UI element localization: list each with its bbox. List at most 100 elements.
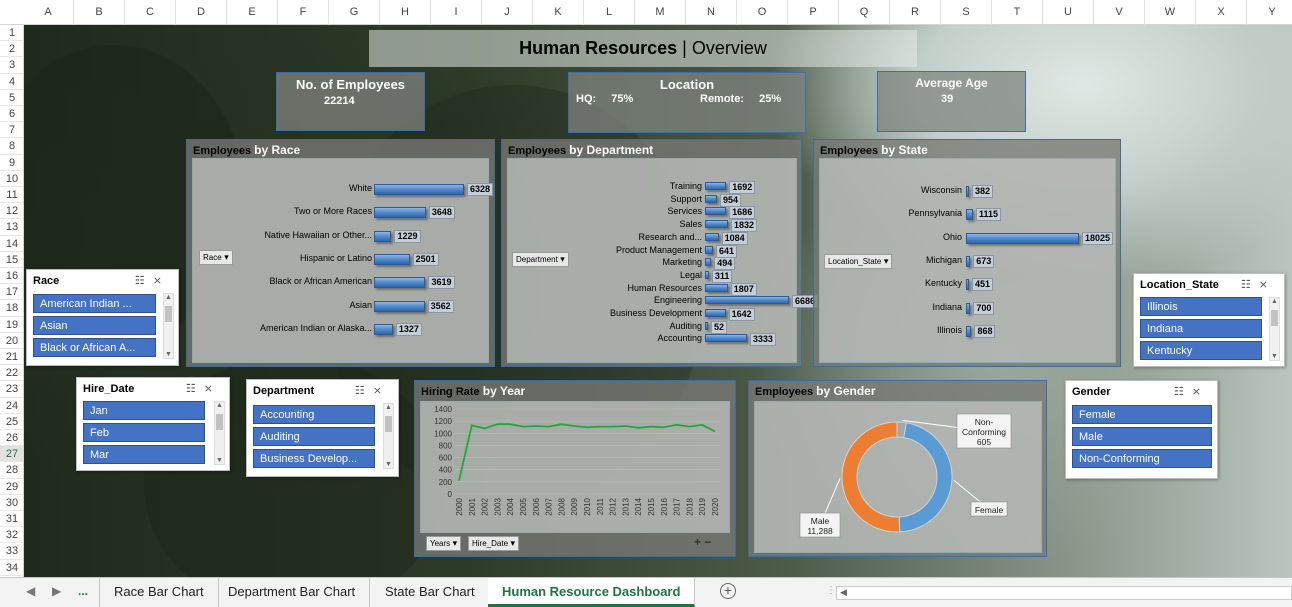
bar[interactable] xyxy=(374,230,392,242)
column-header[interactable]: X xyxy=(1196,0,1247,25)
row-header[interactable]: 13 xyxy=(0,219,23,236)
row-header[interactable]: 34 xyxy=(0,560,23,576)
bar[interactable] xyxy=(705,334,747,343)
kpi-location-card[interactable]: Location HQ: 75% Remote: 25% xyxy=(568,72,806,133)
column-header[interactable]: J xyxy=(482,0,533,25)
column-header[interactable]: N xyxy=(686,0,737,25)
row-header[interactable]: 21 xyxy=(0,349,23,366)
column-header[interactable]: W xyxy=(1145,0,1196,25)
race-slicer-item[interactable]: American Indian ... xyxy=(33,294,156,313)
slicer-multiselect-clear-icons[interactable]: ☷⨯ xyxy=(1240,279,1276,291)
row-header[interactable]: 16 xyxy=(0,268,23,285)
row-header[interactable]: 15 xyxy=(0,252,23,268)
row-header[interactable]: 23 xyxy=(0,381,23,398)
column-header[interactable]: G xyxy=(329,0,380,25)
column-header[interactable]: O xyxy=(737,0,788,25)
department-slicer[interactable]: Department ☷⨯ Accounting Auditing Busine… xyxy=(246,379,399,477)
department-slicer-item[interactable]: Business Develop... xyxy=(253,449,375,468)
row-header[interactable]: 14 xyxy=(0,236,23,252)
row-header[interactable]: 12 xyxy=(0,203,23,220)
kpi-age-card[interactable]: Average Age 39 xyxy=(877,71,1026,132)
column-header[interactable]: D xyxy=(176,0,227,25)
department-slicer-scrollbar[interactable]: ▲ ▼ xyxy=(383,403,394,469)
row-header[interactable]: 4 xyxy=(0,74,23,90)
row-header[interactable]: 6 xyxy=(0,106,23,123)
race-chart-panel[interactable]: Employees by Race Race White 6328 Two or M… xyxy=(186,139,495,367)
tab-state-bar-chart[interactable]: State Bar Chart xyxy=(371,578,490,607)
row-header[interactable]: 24 xyxy=(0,398,23,414)
tab-department-bar-chart[interactable]: Department Bar Chart xyxy=(214,578,371,607)
column-header[interactable]: E xyxy=(227,0,278,25)
kpi-employees-card[interactable]: No. of Employees 22214 xyxy=(276,72,425,131)
hire-date-slicer[interactable]: Hire_Date ☷⨯ Jan Feb Mar ▲ ▼ xyxy=(76,377,230,471)
bar[interactable] xyxy=(705,245,714,254)
column-header[interactable]: M xyxy=(635,0,686,25)
row-header[interactable]: 2 xyxy=(0,41,23,58)
bar[interactable] xyxy=(705,296,789,305)
donut-slice[interactable] xyxy=(841,421,901,533)
bar[interactable] xyxy=(374,323,393,335)
add-sheet-icon[interactable]: + xyxy=(720,583,736,599)
location-state-slicer[interactable]: Location_State ☷⨯ Illinois Indiana Kentu… xyxy=(1133,273,1285,367)
location-state-slicer-item[interactable]: Indiana xyxy=(1140,319,1262,338)
row-header[interactable]: 5 xyxy=(0,90,23,106)
state-filter-button[interactable]: Location_State xyxy=(824,254,893,269)
row-header[interactable]: 18 xyxy=(0,300,23,317)
column-header[interactable]: Q xyxy=(839,0,890,25)
gender-slicer-item[interactable]: Male xyxy=(1072,427,1212,446)
row-header[interactable]: 31 xyxy=(0,511,23,528)
row-header[interactable]: 30 xyxy=(0,495,23,511)
tab-scroll-right-icon[interactable]: ▶ xyxy=(52,584,62,598)
row-header[interactable]: 33 xyxy=(0,543,23,560)
hire-date-filter-button[interactable]: Hire_Date xyxy=(468,536,520,551)
gender-slicer-item[interactable]: Non-Conforming xyxy=(1072,449,1212,468)
column-header[interactable]: B xyxy=(74,0,125,25)
hiring-rate-panel[interactable]: Hiring Rate by Year 1400 1200 1000 800 600 40… xyxy=(414,380,736,557)
row-header[interactable]: 29 xyxy=(0,479,23,495)
column-header[interactable]: H xyxy=(380,0,431,25)
slicer-multiselect-clear-icons[interactable]: ☷⨯ xyxy=(134,275,170,287)
hire-date-slicer-item[interactable]: Jan xyxy=(83,401,205,420)
bar[interactable] xyxy=(374,300,425,312)
column-header[interactable]: C xyxy=(125,0,176,25)
row-header[interactable]: 9 xyxy=(0,155,23,171)
column-header[interactable]: A xyxy=(23,0,74,25)
bar[interactable] xyxy=(966,209,973,221)
bar[interactable] xyxy=(705,182,727,190)
bar[interactable] xyxy=(705,220,729,229)
split-handle-icon[interactable]: ⋮ xyxy=(826,585,836,596)
row-header[interactable]: 11 xyxy=(0,187,23,204)
gender-slicer-item[interactable]: Female xyxy=(1072,405,1212,424)
department-filter-button[interactable]: Department xyxy=(512,252,569,267)
race-slicer-scrollbar[interactable]: ▲ ▼ xyxy=(163,293,174,359)
tab-human-resource-dashboard[interactable]: Human Resource Dashboard xyxy=(488,578,696,607)
location-state-slicer-item[interactable]: Illinois xyxy=(1140,297,1262,316)
hiring-series-line[interactable] xyxy=(458,423,716,481)
hire-date-slicer-scrollbar[interactable]: ▲ ▼ xyxy=(214,401,225,465)
row-header[interactable]: 22 xyxy=(0,365,23,382)
hire-date-slicer-item[interactable]: Mar xyxy=(83,445,205,464)
donut-slice[interactable] xyxy=(898,422,953,533)
row-header[interactable]: 28 xyxy=(0,462,23,479)
bar[interactable] xyxy=(705,194,717,203)
bar[interactable] xyxy=(705,309,726,317)
location-state-slicer-scrollbar[interactable]: ▲ ▼ xyxy=(1269,297,1280,361)
bar[interactable] xyxy=(705,283,728,292)
expand-collapse-buttons[interactable]: + − xyxy=(694,535,712,549)
row-header[interactable]: 19 xyxy=(0,317,23,333)
gender-slicer[interactable]: Gender ☷⨯ Female Male Non-Conforming xyxy=(1065,380,1218,479)
bar[interactable] xyxy=(374,253,410,265)
column-header[interactable]: K xyxy=(533,0,584,25)
row-header[interactable]: 1 xyxy=(0,25,23,42)
row-header[interactable]: 26 xyxy=(0,430,23,447)
bar[interactable] xyxy=(705,321,708,330)
race-slicer[interactable]: Race ☷⨯ American Indian ... Asian Black … xyxy=(26,269,179,366)
bar[interactable] xyxy=(966,186,969,197)
row-header[interactable]: 10 xyxy=(0,171,23,187)
years-filter-button[interactable]: Years xyxy=(426,536,462,551)
row-header[interactable]: 7 xyxy=(0,122,23,139)
bar[interactable] xyxy=(966,302,971,314)
bar[interactable] xyxy=(705,232,719,241)
tab-race-bar-chart[interactable]: Race Bar Chart xyxy=(99,578,219,607)
hire-date-slicer-item[interactable]: Feb xyxy=(83,423,205,442)
